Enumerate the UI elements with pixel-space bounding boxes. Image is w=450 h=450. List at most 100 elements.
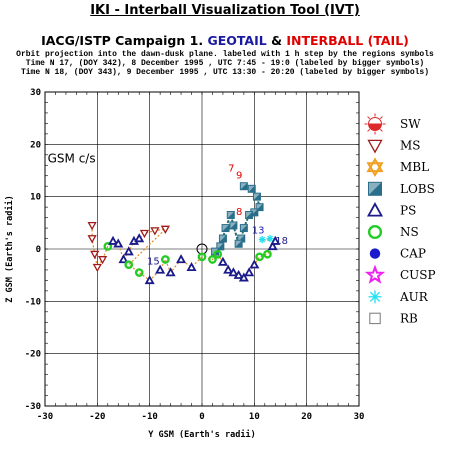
sun-icon-lower	[367, 123, 383, 131]
hour-label: 7	[228, 164, 234, 175]
region-marker-ns	[213, 249, 223, 259]
y-tick-label: 30	[30, 88, 41, 98]
region-marker-ps	[108, 235, 119, 245]
region-marker-ns	[103, 242, 113, 251]
star-of-david-icon	[366, 157, 384, 173]
region-marker-ns	[208, 255, 217, 264]
y-tick-label: -30	[25, 402, 41, 412]
region-marker-ms	[87, 221, 97, 231]
x-tick-label: 30	[354, 412, 365, 422]
x-tick-label: 0	[199, 412, 204, 422]
legend-label: MS	[400, 139, 421, 153]
x-tick-label: -20	[89, 412, 105, 422]
star-of-david-icon-b	[366, 162, 384, 177]
region-marker-ps	[233, 269, 244, 279]
region-marker-ps	[249, 259, 260, 269]
sun-icon-ray	[379, 116, 383, 120]
legend-label: CUSP	[400, 268, 436, 282]
hour-label: 13	[252, 225, 265, 236]
region-marker-ps	[118, 254, 129, 264]
legend-item-aur: AUR	[368, 290, 429, 304]
x-tick-label: -30	[37, 412, 53, 422]
y-tick-label: -10	[25, 297, 41, 307]
y-tick-label: 0	[36, 245, 41, 255]
region-marker-ms	[160, 225, 170, 234]
ring-icon	[367, 224, 383, 240]
region-marker-ns	[255, 252, 264, 262]
legend-item-rb: RB	[369, 311, 418, 325]
region-marker-ps	[134, 233, 145, 243]
region-marker-lobs-half	[229, 221, 237, 229]
legend-label: MBL	[400, 160, 429, 174]
region-marker-ms	[87, 235, 97, 244]
region-marker-lobs-half	[222, 224, 230, 232]
orbit-paths	[91, 185, 277, 282]
ampersand: &	[266, 33, 287, 48]
region-marker-ps	[238, 272, 249, 282]
legend-label: CAP	[400, 247, 426, 261]
region-marker-lobs-half	[250, 208, 258, 216]
campaign-subtitle: IACG/ISTP Campaign 1. GEOTAIL & INTERBAL…	[0, 33, 450, 48]
legend-label: RB	[400, 311, 418, 325]
down-triangle-icon	[367, 139, 383, 154]
region-marker-lobs-half	[235, 240, 243, 248]
sun-icon-ray	[367, 116, 371, 120]
region-marker-ns	[134, 268, 144, 277]
region-marker-ps	[223, 264, 234, 274]
region-marker-lobs-half	[219, 235, 227, 243]
region-marker-ps	[228, 267, 239, 277]
page-title: IKI - Interball Visualization Tool (IVT)	[90, 3, 360, 18]
triangle-icon	[366, 202, 384, 217]
legend-item-ms: MS	[367, 139, 421, 154]
sun-icon-ray	[367, 128, 371, 132]
legend-label: SW	[400, 117, 421, 131]
region-marker-ps	[144, 275, 155, 285]
region-marker-ps	[186, 261, 197, 272]
region-marker-lobs-half	[240, 224, 248, 232]
region-marker-ps	[267, 241, 278, 251]
x-tick-label: 20	[301, 412, 312, 422]
legend-item-cusp: CUSP	[364, 264, 436, 284]
filled-circle-icon	[369, 248, 381, 259]
hour-label: 8	[236, 207, 242, 218]
region-marker-ns	[197, 252, 207, 262]
region-marker-ns	[263, 249, 272, 259]
legend-item-sw: SW	[364, 113, 421, 135]
legend-label: PS	[400, 203, 416, 217]
square-icon	[369, 312, 381, 325]
grid-lines	[44, 91, 360, 407]
region-marker-ns	[161, 255, 170, 264]
region-markers	[87, 182, 281, 285]
legend-item-lobs: LOBS	[368, 181, 435, 196]
description-line-3: Time N 18, (DOY 343), 9 December 1995 , …	[20, 68, 430, 77]
interball-name: INTERBALL (TAIL)	[286, 33, 409, 48]
hour-label: 18	[275, 236, 288, 247]
region-marker-ps	[217, 256, 228, 266]
star-icon	[364, 264, 386, 284]
plot-frame	[44, 91, 360, 407]
region-marker-ms	[90, 250, 100, 260]
sun-icon	[367, 117, 383, 125]
region-marker-ps	[165, 267, 176, 277]
region-marker-lobs-half	[253, 193, 261, 201]
tick-labels: -30 -20 -10 0 10 20 30 -30 -20 -10 0 10 20 30	[25, 88, 365, 422]
region-marker-lobs-half	[227, 211, 235, 219]
y-tick-label: 20	[30, 140, 41, 150]
sun-icon-ray	[379, 128, 383, 132]
geotail-name: GEOTAIL	[207, 33, 267, 48]
region-marker-ps	[123, 246, 134, 256]
region-marker-lobs-half	[240, 182, 248, 190]
region-marker-ps	[113, 238, 124, 248]
campaign-name: IACG/ISTP Campaign 1.	[41, 33, 204, 48]
x-tick-label: -10	[142, 412, 158, 422]
gsm-label: GSM c/s	[48, 152, 96, 166]
legend-label: AUR	[399, 290, 429, 304]
region-marker-ps	[270, 235, 281, 245]
asterisk-icon	[369, 291, 381, 302]
legend-item-mbl: MBL	[366, 157, 429, 177]
y-tick-label: -20	[25, 350, 41, 360]
hour-labels: 7 13 9 8 15 18	[147, 164, 288, 268]
legend: SW MS MBL LOBS PS NS CAP CUSP AUR RB	[364, 113, 436, 325]
region-marker-aur	[259, 236, 266, 243]
